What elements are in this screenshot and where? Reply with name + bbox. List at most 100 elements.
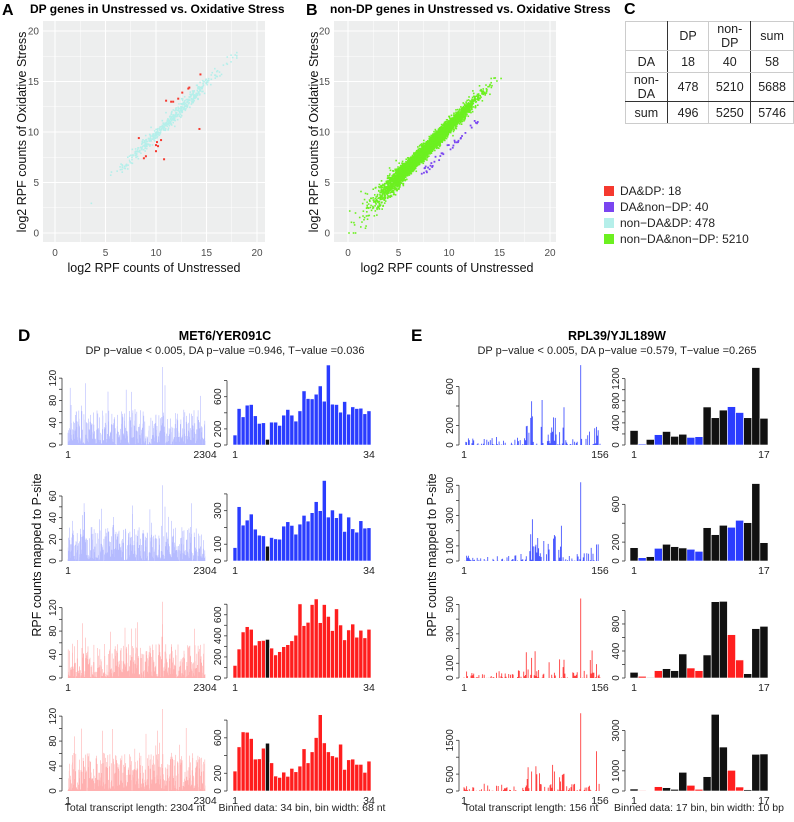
data-point-non-da-dp [119,168,122,171]
data-point-non-da-non-dp [420,161,423,164]
data-point-non-da-dp [180,106,182,108]
data-point-non-da-dp [164,127,167,130]
data-point-non-da-dp [154,132,156,134]
data-point-non-da-dp [193,90,195,92]
data-point-non-da-dp [171,117,174,120]
data-point-non-da-dp [158,129,161,131]
data-point-non-da-non-dp [465,103,468,105]
data-point-non-da-non-dp [384,197,387,200]
data-point-non-da-dp [214,77,217,80]
data-point-non-da-dp [236,51,238,54]
data-point-non-da-non-dp [367,203,370,205]
panel-b-ylabel: log2 RPF counts of Oxidative Stress [307,32,321,233]
data-point-non-da-dp [167,119,170,121]
data-point-non-da-dp [175,109,177,111]
data-point-non-da-dp [143,145,146,148]
data-point-non-da-dp [181,109,184,112]
data-point-non-da-dp [172,118,175,120]
data-point-non-da-non-dp [425,140,428,143]
data-point-non-da-non-dp [459,120,461,123]
y-tick-label: 20 [319,27,331,38]
data-point-non-da-non-dp [354,232,357,234]
data-point-non-da-dp [216,70,218,73]
data-point-non-da-non-dp [386,185,389,188]
data-point-non-da-dp [183,106,186,109]
data-point-non-da-non-dp [402,182,405,185]
data-point-da-dp [187,87,190,90]
data-point-non-da-non-dp [399,184,401,187]
data-point-non-da-dp [187,99,190,102]
data-point-non-da-dp [161,125,164,127]
data-point-non-da-dp [160,127,163,130]
data-point-non-da-non-dp [461,112,463,114]
data-point-non-da-dp [154,133,157,136]
data-point-non-da-non-dp [367,207,370,209]
data-point-non-da-dp [214,74,216,76]
data-point-non-da-non-dp [448,131,451,134]
data-point-non-da-non-dp [469,103,471,106]
data-point-da-dp [188,86,191,89]
data-point-non-da-dp [150,140,152,142]
data-point-non-da-dp [158,134,161,137]
data-point-non-da-non-dp [428,135,431,138]
data-point-non-da-dp [137,147,140,149]
data-point-non-da-non-dp [373,215,376,217]
data-point-non-da-dp [176,115,178,118]
panel-b-xlabel: log2 RPF counts of Unstressed [361,261,534,275]
data-point-non-da-dp [131,156,133,159]
data-point-non-da-non-dp [389,180,391,182]
data-point-non-da-non-dp [411,155,414,158]
data-point-non-da-dp [159,129,162,131]
data-point-non-da-non-dp [456,122,458,125]
data-point-non-da-dp [131,158,133,161]
data-point-non-da-dp [156,135,159,138]
data-point-non-da-non-dp [460,106,462,108]
data-point-non-da-dp [156,133,158,136]
data-point-non-da-dp [140,152,142,155]
data-point-non-da-non-dp [439,142,441,145]
data-point-non-da-non-dp [426,156,429,159]
data-point-non-da-non-dp [462,106,464,109]
data-point-non-da-non-dp [408,157,410,160]
data-point-non-da-dp [198,92,200,94]
data-point-non-da-dp [201,90,203,93]
data-point-non-da-non-dp [438,147,440,149]
data-point-non-da-non-dp [462,116,465,118]
data-point-non-da-non-dp [417,153,420,156]
data-point-non-da-dp [191,100,193,102]
data-point-non-da-dp [207,77,210,80]
data-point-non-da-non-dp [469,100,471,102]
data-point-non-da-dp [201,79,204,82]
data-point-non-da-dp [148,140,151,142]
data-point-non-da-non-dp [396,182,398,185]
data-point-non-da-dp [121,166,124,169]
data-point-non-da-non-dp [402,178,405,180]
y-tick-label: 0 [33,229,39,240]
data-point-non-da-non-dp [375,198,378,201]
data-point-non-da-dp [206,81,209,84]
data-point-non-da-non-dp [430,152,433,155]
data-point-non-da-non-dp [379,193,381,196]
data-point-non-da-dp [167,118,169,120]
data-point-non-da-dp [195,84,198,87]
data-point-non-da-non-dp [370,197,372,200]
data-point-non-da-dp [168,124,171,127]
data-point-non-da-non-dp [392,176,394,179]
data-point-non-da-non-dp [402,179,404,181]
data-point-non-da-non-dp [409,172,412,175]
data-point-non-da-non-dp [383,184,386,186]
y-tick-label: 0 [324,229,330,240]
data-point-non-da-dp [187,102,190,105]
data-point-non-da-non-dp [401,163,404,166]
data-point-non-da-non-dp [366,211,368,213]
data-point-non-da-dp [194,97,197,99]
data-point-non-da-non-dp [396,175,399,178]
data-point-non-da-non-dp [405,158,408,161]
data-point-non-da-dp [184,102,187,105]
data-point-non-da-non-dp [388,178,391,181]
data-point-non-da-non-dp [399,175,402,178]
data-point-non-da-non-dp [429,137,432,140]
data-point-non-da-non-dp [410,169,412,172]
data-point-da-dp [156,141,159,144]
data-point-non-da-dp [153,134,156,137]
